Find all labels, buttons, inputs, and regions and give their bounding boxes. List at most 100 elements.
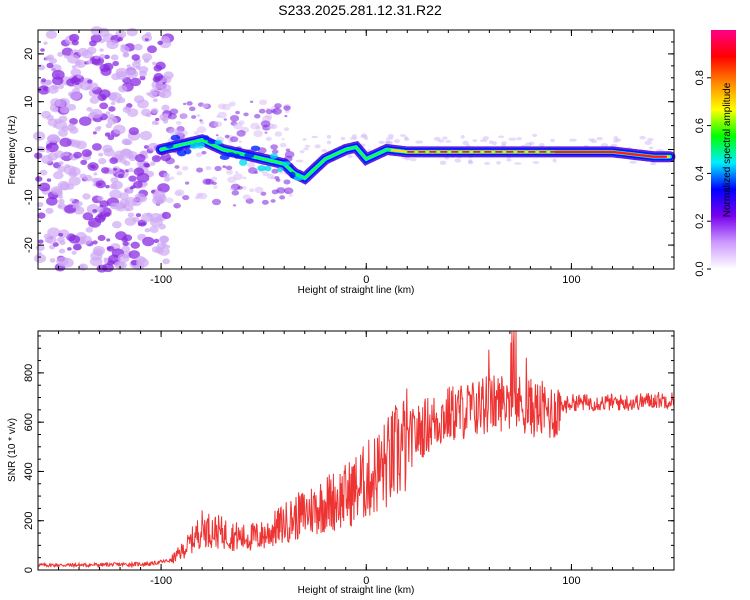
noise-blob <box>274 175 280 180</box>
noise-blob <box>99 63 110 72</box>
spectrogram-x-tick-label: 0 <box>363 274 369 286</box>
noise-blob <box>49 258 56 263</box>
noise-blob <box>193 131 200 136</box>
noise-blob <box>385 141 393 145</box>
colorbar: 0.0 0.2 0.4 0.6 0.8 Normalized spectral ampl… <box>694 30 736 277</box>
noise-blob <box>639 135 646 140</box>
noise-blob <box>59 182 70 191</box>
noise-blob <box>613 139 619 143</box>
noise-blob <box>63 151 70 157</box>
noise-blob <box>41 155 53 164</box>
noise-blob <box>302 138 307 141</box>
ridge-blob <box>170 134 181 141</box>
noise-blob <box>143 145 149 149</box>
noise-blob <box>119 158 127 164</box>
noise-blob <box>217 111 227 119</box>
noise-blob <box>83 174 93 182</box>
ridge-blob <box>233 153 241 159</box>
snr-y-tick-label: 600 <box>23 413 35 431</box>
noise-blob <box>36 146 44 152</box>
noise-blob <box>242 194 251 200</box>
noise-blob <box>479 139 488 143</box>
noise-blob <box>285 148 291 152</box>
noise-blob <box>648 146 654 150</box>
noise-blob <box>311 135 318 139</box>
noise-blob <box>138 222 143 227</box>
noise-blob <box>105 123 113 129</box>
noise-blob <box>238 140 243 143</box>
noise-blob <box>224 134 230 139</box>
noise-blob <box>99 54 106 59</box>
noise-blob <box>596 136 603 141</box>
noise-blob <box>143 58 150 64</box>
noise-blob <box>271 149 279 155</box>
noise-blob <box>231 190 240 196</box>
noise-blob <box>47 227 61 238</box>
noise-blob <box>173 202 182 209</box>
noise-blob <box>149 217 163 228</box>
noise-blob <box>261 199 269 205</box>
noise-blob <box>199 119 203 122</box>
noise-blob <box>112 124 126 135</box>
noise-blob <box>283 179 291 185</box>
noise-blob <box>71 65 77 69</box>
noise-blob <box>126 69 139 79</box>
noise-blob <box>64 54 69 59</box>
noise-blob <box>38 239 44 244</box>
noise-blob <box>254 186 264 194</box>
noise-blob <box>137 99 149 109</box>
noise-blob <box>37 64 46 71</box>
noise-blob <box>105 184 110 189</box>
noise-blob <box>445 140 452 143</box>
noise-blob <box>93 172 98 176</box>
noise-blob <box>80 159 88 166</box>
snr-frame <box>37 330 675 571</box>
noise-blob <box>404 136 409 140</box>
noise-blob <box>229 187 235 191</box>
noise-blob <box>162 258 170 265</box>
noise-blob <box>304 144 311 148</box>
ridge-blob <box>203 135 210 141</box>
noise-blob <box>50 186 63 195</box>
noise-blob <box>175 120 182 126</box>
noise-blob <box>246 162 256 169</box>
noise-blob <box>151 120 158 126</box>
noise-blob <box>89 96 100 104</box>
noise-blob <box>650 162 657 166</box>
ridge-blob <box>195 142 205 149</box>
noise-blob <box>588 138 595 142</box>
noise-blob <box>264 114 273 120</box>
noise-blob <box>501 141 507 145</box>
noise-blob <box>111 42 116 46</box>
noise-blob <box>139 130 153 141</box>
noise-blob <box>45 30 58 39</box>
noise-blob <box>235 110 240 115</box>
noise-blob <box>283 187 294 195</box>
noise-blob <box>141 212 154 223</box>
noise-blob <box>76 74 82 79</box>
noise-blob <box>75 140 87 150</box>
noise-blob <box>85 226 94 233</box>
noise-blob <box>230 136 239 143</box>
noise-blob <box>134 154 146 163</box>
noise-blob <box>105 111 111 115</box>
noise-blob <box>53 171 64 180</box>
ridge-blob <box>184 148 192 155</box>
noise-blob <box>303 147 309 151</box>
noise-blob <box>128 250 140 259</box>
noise-blob <box>72 243 82 251</box>
noise-blob <box>86 59 93 65</box>
noise-blob <box>53 106 59 111</box>
noise-blob <box>59 240 66 246</box>
spectrogram-ridge <box>155 134 676 185</box>
noise-blob <box>141 33 153 43</box>
ridge-blob <box>176 149 187 157</box>
ridge-blob <box>244 152 255 159</box>
noise-blob <box>130 185 136 189</box>
noise-blob <box>182 102 187 106</box>
spectrogram-y-tick-label: -10 <box>23 189 35 205</box>
noise-blob <box>79 264 85 269</box>
noise-blob <box>97 195 104 201</box>
